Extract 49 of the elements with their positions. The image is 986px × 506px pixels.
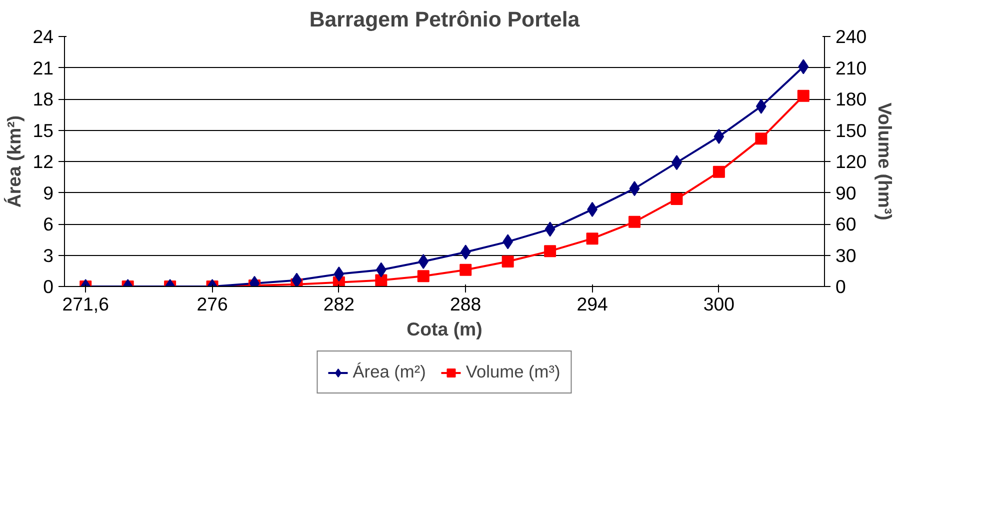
x-tick-label: 300: [703, 294, 735, 314]
point: [670, 193, 683, 205]
y-tick-label: 21: [32, 57, 54, 78]
point: [460, 244, 471, 260]
point: [798, 59, 809, 74]
point: [714, 129, 724, 144]
point: [797, 90, 810, 102]
y-tick-label: 15: [32, 120, 54, 141]
legend-label: Área (m²): [352, 362, 426, 382]
point: [502, 256, 514, 268]
point: [755, 132, 768, 145]
point: [334, 266, 344, 282]
y2-tick-label: 30: [836, 244, 856, 266]
y2-tick-label: 150: [836, 120, 867, 141]
point: [417, 270, 430, 282]
point: [375, 274, 388, 286]
y-tick-label: 18: [32, 88, 54, 110]
y-tick-label: 3: [43, 244, 54, 266]
y-axis-title: Área (km²): [4, 115, 25, 208]
x-tick-label: 282: [323, 294, 355, 314]
legend-label: Volume (m³): [466, 362, 560, 382]
y-tick-label: 9: [43, 182, 54, 204]
point: [544, 222, 556, 237]
point: [292, 272, 302, 286]
point: [544, 245, 556, 258]
y-tick-label: 12: [32, 151, 54, 172]
y2-axis-title: Volume (hm³): [874, 102, 896, 220]
y-tick-label: 0: [43, 276, 54, 297]
y2-tick-label: 60: [836, 214, 856, 234]
x-tick-label: 288: [450, 294, 482, 314]
point: [629, 181, 640, 196]
y2-tick-label: 180: [836, 88, 867, 110]
point: [712, 166, 725, 178]
point: [628, 216, 640, 228]
x-axis-title: Cota (m): [406, 318, 482, 340]
x-tick-label: 294: [576, 294, 608, 314]
y2-tick-label: 120: [836, 151, 867, 172]
y2-tick-label: 210: [836, 57, 867, 78]
y2-tick-label: 0: [836, 276, 846, 297]
point: [460, 264, 472, 276]
chart-title: Barragem Petrônio Portela: [309, 8, 580, 32]
y2-tick-label: 240: [836, 26, 867, 47]
x-tick-label: 276: [196, 294, 228, 314]
point: [586, 232, 598, 245]
y-tick-label: 6: [43, 214, 54, 234]
x-tick-label: 271,6: [62, 294, 109, 314]
y2-tick-label: 90: [836, 182, 856, 204]
point: [418, 254, 429, 269]
y-tick-label: 24: [32, 26, 54, 47]
